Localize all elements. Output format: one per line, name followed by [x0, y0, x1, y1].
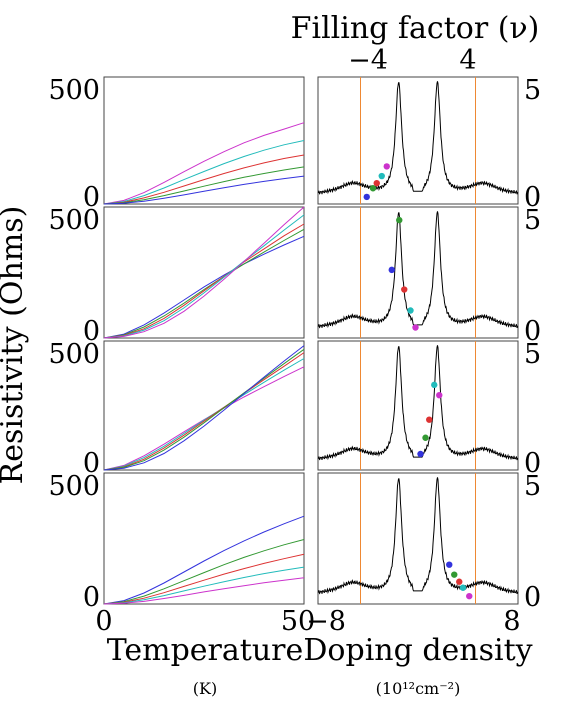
series-line-3	[103, 166, 305, 205]
x-tick-label: 0	[95, 606, 112, 637]
top-tick-label-0: −4	[348, 45, 388, 76]
data-dot-0	[388, 266, 395, 274]
panel-left-2: 500 0	[48, 205, 305, 347]
panel-left-3: 500 0	[48, 339, 305, 479]
y-tick-label: 0	[83, 182, 100, 213]
series-line-3	[103, 566, 305, 605]
panel-right-3: 50	[317, 339, 541, 479]
y-tick-label: 0	[524, 448, 541, 479]
data-dot-3	[431, 381, 438, 389]
series-line-2	[103, 553, 305, 605]
data-dot-1	[396, 216, 403, 224]
top-tick-label-1: 4	[459, 45, 476, 76]
series-line-2	[103, 223, 305, 339]
resistivity-trace	[317, 477, 519, 595]
panel-right-4: 5 0 −8 8	[306, 471, 541, 637]
series-line-0	[103, 366, 305, 471]
series-line-0	[103, 235, 305, 339]
series-line-0	[103, 122, 305, 205]
series-line-1	[103, 228, 305, 339]
data-dot-4	[436, 391, 443, 399]
series-line-1	[103, 539, 305, 605]
data-dot-2	[401, 286, 408, 293]
panel-frame	[317, 76, 519, 205]
panel-frame	[317, 340, 519, 471]
right-x-axis-label: Doping density	[303, 633, 532, 668]
y-tick-label: 500	[48, 339, 100, 370]
resistivity-trace	[317, 345, 519, 461]
panel-frame	[103, 472, 305, 605]
right-x-axis-unit: (10¹²cm⁻²)	[376, 679, 461, 698]
y-tick-label: 500	[48, 75, 100, 106]
panel-frame	[103, 206, 305, 339]
series-line-4	[103, 175, 305, 205]
resistivity-trace	[317, 211, 519, 329]
x-tick-label: 50	[281, 606, 315, 637]
y-tick-label: 500	[48, 205, 100, 236]
y-tick-label: 5	[524, 205, 541, 236]
panel-frame	[317, 206, 519, 339]
y-tick-label: 0	[524, 582, 541, 613]
data-dot-3	[378, 172, 385, 180]
resistivity-trace	[317, 81, 519, 195]
data-dot-4	[383, 163, 390, 170]
panel-frame	[103, 340, 305, 471]
y-tick-label: 0	[83, 448, 100, 479]
y-tick-label: 5	[524, 471, 541, 502]
panel-right-2: 50	[317, 205, 541, 347]
y-tick-label: 0	[524, 316, 541, 347]
series-line-0	[103, 515, 305, 605]
panel-frame	[317, 472, 519, 605]
data-dot-3	[407, 307, 414, 314]
data-dot-1	[451, 571, 458, 578]
series-line-2	[103, 154, 305, 205]
panel-right-1: 5 0 −4 4	[317, 45, 541, 213]
data-dot-0	[363, 193, 370, 201]
panel-left-4: 500 00 50	[48, 471, 315, 637]
data-dot-1	[369, 185, 377, 192]
data-dot-4	[466, 592, 473, 600]
left-x-axis-unit: (K)	[193, 679, 217, 698]
y-tick-label: 0	[524, 182, 541, 213]
data-dot-0	[446, 561, 453, 568]
x-tick-label: −8	[306, 606, 346, 637]
y-tick-label: 0	[83, 316, 100, 347]
series-line-2	[103, 352, 305, 471]
y-axis-label: Resistivity (Ohms)	[0, 206, 30, 485]
y-tick-label: 5	[524, 75, 541, 106]
data-dot-2	[456, 578, 463, 585]
data-dot-3	[459, 584, 467, 591]
series-line-4	[103, 345, 305, 471]
left-x-axis-label: Temperature	[107, 633, 304, 668]
top-axis-label: Filling factor (ν)	[291, 11, 540, 46]
series-line-1	[103, 358, 305, 471]
y-tick-label: 0	[83, 582, 100, 613]
series-line-3	[103, 214, 305, 339]
data-dot-2	[373, 179, 380, 187]
data-dot-2	[426, 416, 433, 423]
panel-left-1: 500 0	[48, 75, 305, 213]
data-dot-1	[422, 434, 429, 441]
series-line-1	[103, 140, 305, 205]
x-tick-label: 8	[503, 606, 520, 637]
series-line-4	[103, 206, 305, 339]
panel-frame	[103, 76, 305, 205]
data-dot-4	[412, 324, 419, 331]
series-line-4	[103, 577, 305, 605]
y-tick-label: 5	[524, 339, 541, 370]
y-tick-label: 500	[48, 471, 100, 502]
data-dot-0	[417, 450, 424, 458]
series-line-3	[103, 348, 305, 471]
